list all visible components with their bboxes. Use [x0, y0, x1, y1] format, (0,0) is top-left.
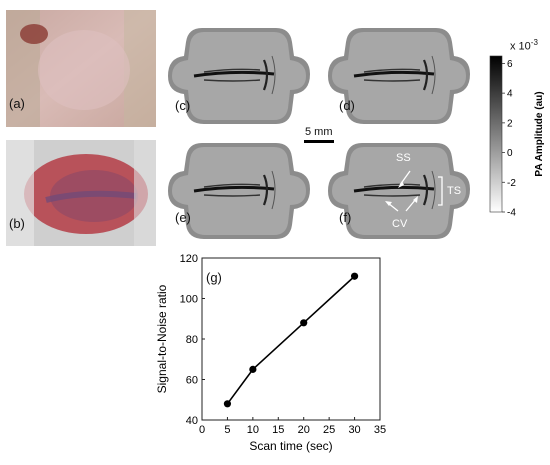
- annotation-arrows: [385, 170, 443, 212]
- annotation-cv: CV: [392, 218, 408, 230]
- y-tick-label: 80: [186, 334, 198, 346]
- chart-frame: [201, 257, 381, 421]
- x-tick-label: 30: [348, 424, 360, 436]
- panel-label-e: (e): [175, 210, 191, 225]
- colorbar: 6 4 2 0 -2 -4 PA Amplitude (au): [484, 50, 550, 220]
- brain-image-e: [164, 135, 314, 245]
- photo-b: [6, 140, 156, 246]
- brain-image-d: [324, 20, 474, 130]
- brain-image-c: [164, 20, 314, 130]
- photo-a: [6, 10, 156, 127]
- x-axis-label: Scan time (sec): [249, 439, 332, 453]
- colorbar-tick-label: -2: [507, 178, 516, 189]
- snr-series-line: [226, 275, 356, 405]
- panel-label-g: (g): [206, 270, 222, 285]
- x-tick-label: 0: [199, 424, 205, 436]
- y-tick-label: 100: [180, 294, 198, 306]
- colorbar-gradient: [489, 55, 503, 213]
- snr-data-point: [300, 319, 308, 327]
- colorbar-tick-label: 6: [507, 59, 513, 70]
- x-tick-label: 10: [247, 424, 259, 436]
- colorbar-tick-label: 4: [507, 89, 513, 100]
- y-tick-label: 40: [186, 415, 198, 427]
- x-tick-label: 15: [272, 424, 284, 436]
- colorbar-label: PA Amplitude (au): [534, 91, 545, 176]
- colorbar-exponent-base: x 10: [510, 40, 531, 53]
- panel-label-b: (b): [9, 216, 25, 231]
- annotation-ss: SS: [396, 152, 411, 164]
- y-tick-label: 120: [180, 253, 198, 265]
- colorbar-exponent: x 10-3: [510, 38, 538, 53]
- snr-data-point: [223, 400, 232, 408]
- panel-label-f: (f): [339, 210, 352, 225]
- colorbar-exponent-power: -3: [530, 38, 538, 47]
- colorbar-tick-label: 2: [507, 118, 513, 129]
- x-tick-label: 5: [224, 424, 230, 436]
- colorbar-tick-label: 0: [507, 148, 513, 159]
- panel-label-c: (c): [175, 98, 191, 113]
- panel-label-d: (d): [339, 98, 355, 113]
- x-tick-label: 35: [374, 424, 386, 436]
- scale-bar: [304, 140, 334, 143]
- colorbar-tick-label: -4: [507, 208, 516, 219]
- x-tick-label: 20: [298, 424, 310, 436]
- snr-chart: 0 5 10 15 20 25 30 35 40 60 80 100 120 Scan time (sec…: [150, 248, 390, 460]
- snr-data-point: [350, 272, 359, 280]
- x-tick-label: 25: [323, 424, 335, 436]
- y-axis-label: Signal-to-Noise ratio: [155, 284, 169, 393]
- scale-bar-label: 5 mm: [305, 126, 333, 138]
- snr-data-point: [249, 365, 257, 373]
- panel-label-a: (a): [9, 96, 25, 111]
- annotation-ts: TS: [447, 185, 462, 197]
- y-tick-label: 60: [186, 375, 198, 387]
